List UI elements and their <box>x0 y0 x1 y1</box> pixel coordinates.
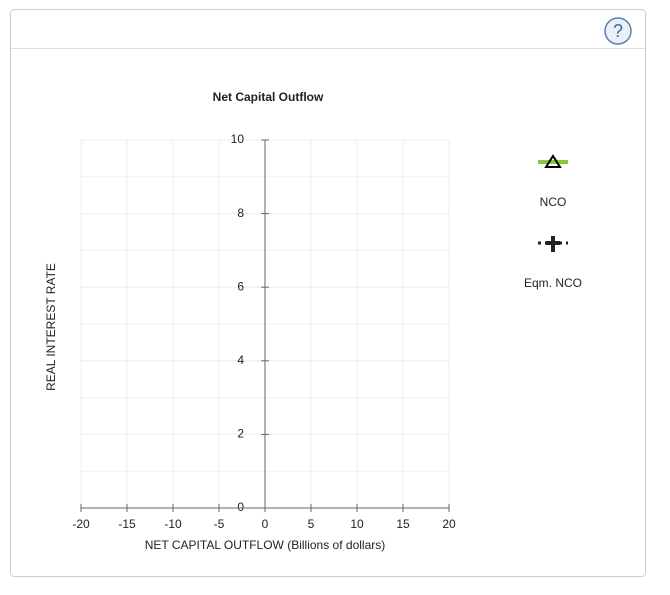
tool-marker <box>544 154 562 168</box>
chart-title: Net Capital Outflow <box>213 90 324 104</box>
y-tick-label: 0 <box>237 500 244 514</box>
legend-label: Eqm. NCO <box>524 276 582 290</box>
x-tick-label: 10 <box>350 517 364 531</box>
y-tick-label: 10 <box>231 132 245 146</box>
x-tick-label: -15 <box>118 517 136 531</box>
x-axis-title: NET CAPITAL OUTFLOW (Billions of dollars… <box>145 538 386 552</box>
tool-marker <box>546 236 560 252</box>
y-tick-label: 8 <box>237 206 244 220</box>
legend-tool[interactable]: Eqm. NCO <box>524 236 582 290</box>
x-tick-label: 15 <box>396 517 410 531</box>
y-tick-label: 2 <box>237 427 244 441</box>
x-tick-label: 20 <box>442 517 456 531</box>
x-tick-label: -20 <box>72 517 90 531</box>
x-tick-label: 5 <box>308 517 315 531</box>
svg-text:?: ? <box>613 21 623 41</box>
panel <box>10 9 646 577</box>
legend-label: NCO <box>540 195 567 209</box>
y-tick-label: 4 <box>237 353 244 367</box>
legend-tool[interactable]: NCO <box>538 154 568 209</box>
y-axis-title: REAL INTEREST RATE <box>44 263 58 391</box>
x-tick-label: -10 <box>164 517 182 531</box>
help-button[interactable]: ? <box>604 17 632 45</box>
x-tick-label: -5 <box>214 517 225 531</box>
x-tick-label: 0 <box>262 517 269 531</box>
y-tick-label: 6 <box>237 279 244 293</box>
